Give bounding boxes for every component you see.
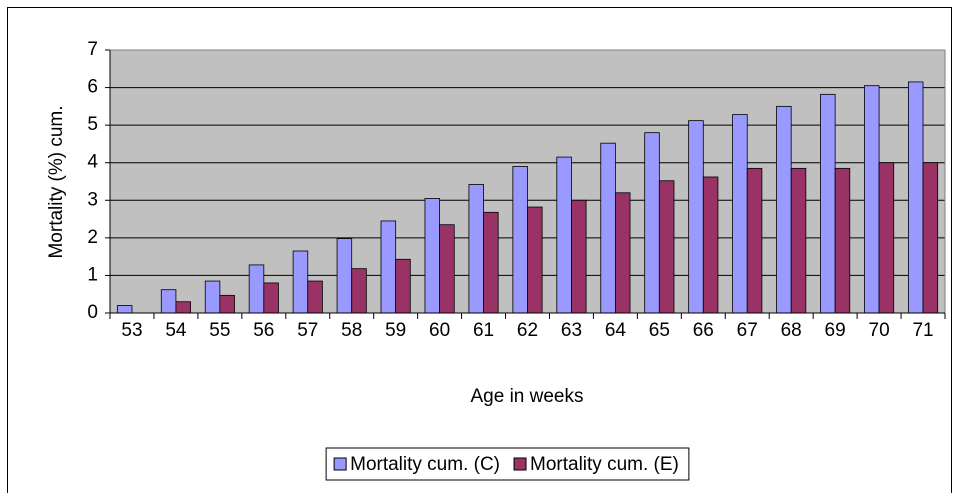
x-tick-label: 56 bbox=[253, 320, 274, 341]
bar bbox=[776, 105, 792, 314]
x-tick-label: 57 bbox=[297, 320, 318, 341]
bar bbox=[175, 301, 191, 314]
bar bbox=[688, 120, 704, 314]
legend-label: Mortality cum. (C) bbox=[350, 454, 500, 475]
x-axis-title: Age in weeks bbox=[470, 386, 583, 407]
bar bbox=[922, 162, 939, 314]
x-tick-label: 69 bbox=[825, 320, 846, 341]
x-tick-label: 68 bbox=[781, 320, 802, 341]
x-tick-label: 64 bbox=[605, 320, 627, 341]
legend: Mortality cum. (C) Mortality cum. (E) bbox=[325, 447, 690, 481]
bar bbox=[512, 166, 528, 314]
y-axis-title: Mortality (%) cum. bbox=[46, 105, 67, 258]
legend-swatch bbox=[513, 457, 527, 471]
bar bbox=[292, 250, 309, 314]
bar bbox=[380, 220, 397, 314]
bar bbox=[527, 206, 543, 314]
legend-swatch bbox=[333, 457, 347, 471]
x-tick-label: 54 bbox=[165, 320, 187, 341]
x-tick-label: 59 bbox=[385, 320, 406, 341]
bar bbox=[820, 93, 836, 314]
x-tick-label: 58 bbox=[341, 320, 362, 341]
bar bbox=[878, 162, 895, 314]
y-tick-label: 7 bbox=[87, 39, 98, 60]
y-tick-label: 4 bbox=[87, 152, 98, 173]
bar bbox=[468, 184, 484, 314]
bar bbox=[658, 180, 675, 314]
x-tick-label: 53 bbox=[121, 320, 142, 341]
bar bbox=[395, 258, 411, 314]
bar bbox=[864, 85, 880, 314]
bar bbox=[746, 167, 763, 314]
x-tick-label: 70 bbox=[869, 320, 890, 341]
bar bbox=[439, 224, 455, 314]
x-tick-label: 62 bbox=[517, 320, 538, 341]
x-tick-label: 71 bbox=[912, 320, 933, 341]
bar bbox=[702, 176, 719, 314]
bar bbox=[614, 192, 631, 314]
x-tick-label: 60 bbox=[429, 320, 450, 341]
bar bbox=[219, 294, 235, 314]
legend-label: Mortality cum. (E) bbox=[530, 454, 679, 475]
bar bbox=[556, 156, 572, 314]
bar bbox=[160, 289, 177, 314]
bar bbox=[907, 81, 924, 314]
bar bbox=[732, 114, 748, 314]
x-tick-label: 67 bbox=[737, 320, 758, 341]
bar bbox=[644, 132, 660, 314]
y-tick-label: 1 bbox=[87, 264, 98, 285]
y-tick-label: 5 bbox=[87, 114, 98, 135]
bar bbox=[600, 142, 616, 314]
y-tick-label: 0 bbox=[87, 302, 98, 323]
x-tick-label: 55 bbox=[209, 320, 230, 341]
bar bbox=[571, 199, 587, 314]
bar bbox=[116, 305, 133, 314]
x-tick-label: 61 bbox=[473, 320, 494, 341]
bar bbox=[483, 211, 499, 314]
bar bbox=[307, 280, 323, 314]
bar bbox=[834, 167, 851, 314]
x-tick-label: 63 bbox=[561, 320, 582, 341]
y-tick-label: 6 bbox=[87, 77, 98, 98]
bar bbox=[790, 167, 807, 314]
x-tick-label: 65 bbox=[649, 320, 670, 341]
bar bbox=[424, 198, 441, 314]
y-tick-label: 2 bbox=[87, 227, 98, 248]
y-tick-label: 3 bbox=[87, 189, 98, 210]
bar bbox=[336, 238, 353, 314]
bar bbox=[204, 280, 221, 314]
legend-box bbox=[325, 447, 690, 481]
bar bbox=[248, 264, 265, 314]
x-tick-label: 66 bbox=[693, 320, 714, 341]
bar bbox=[263, 282, 279, 314]
bar bbox=[351, 268, 367, 314]
